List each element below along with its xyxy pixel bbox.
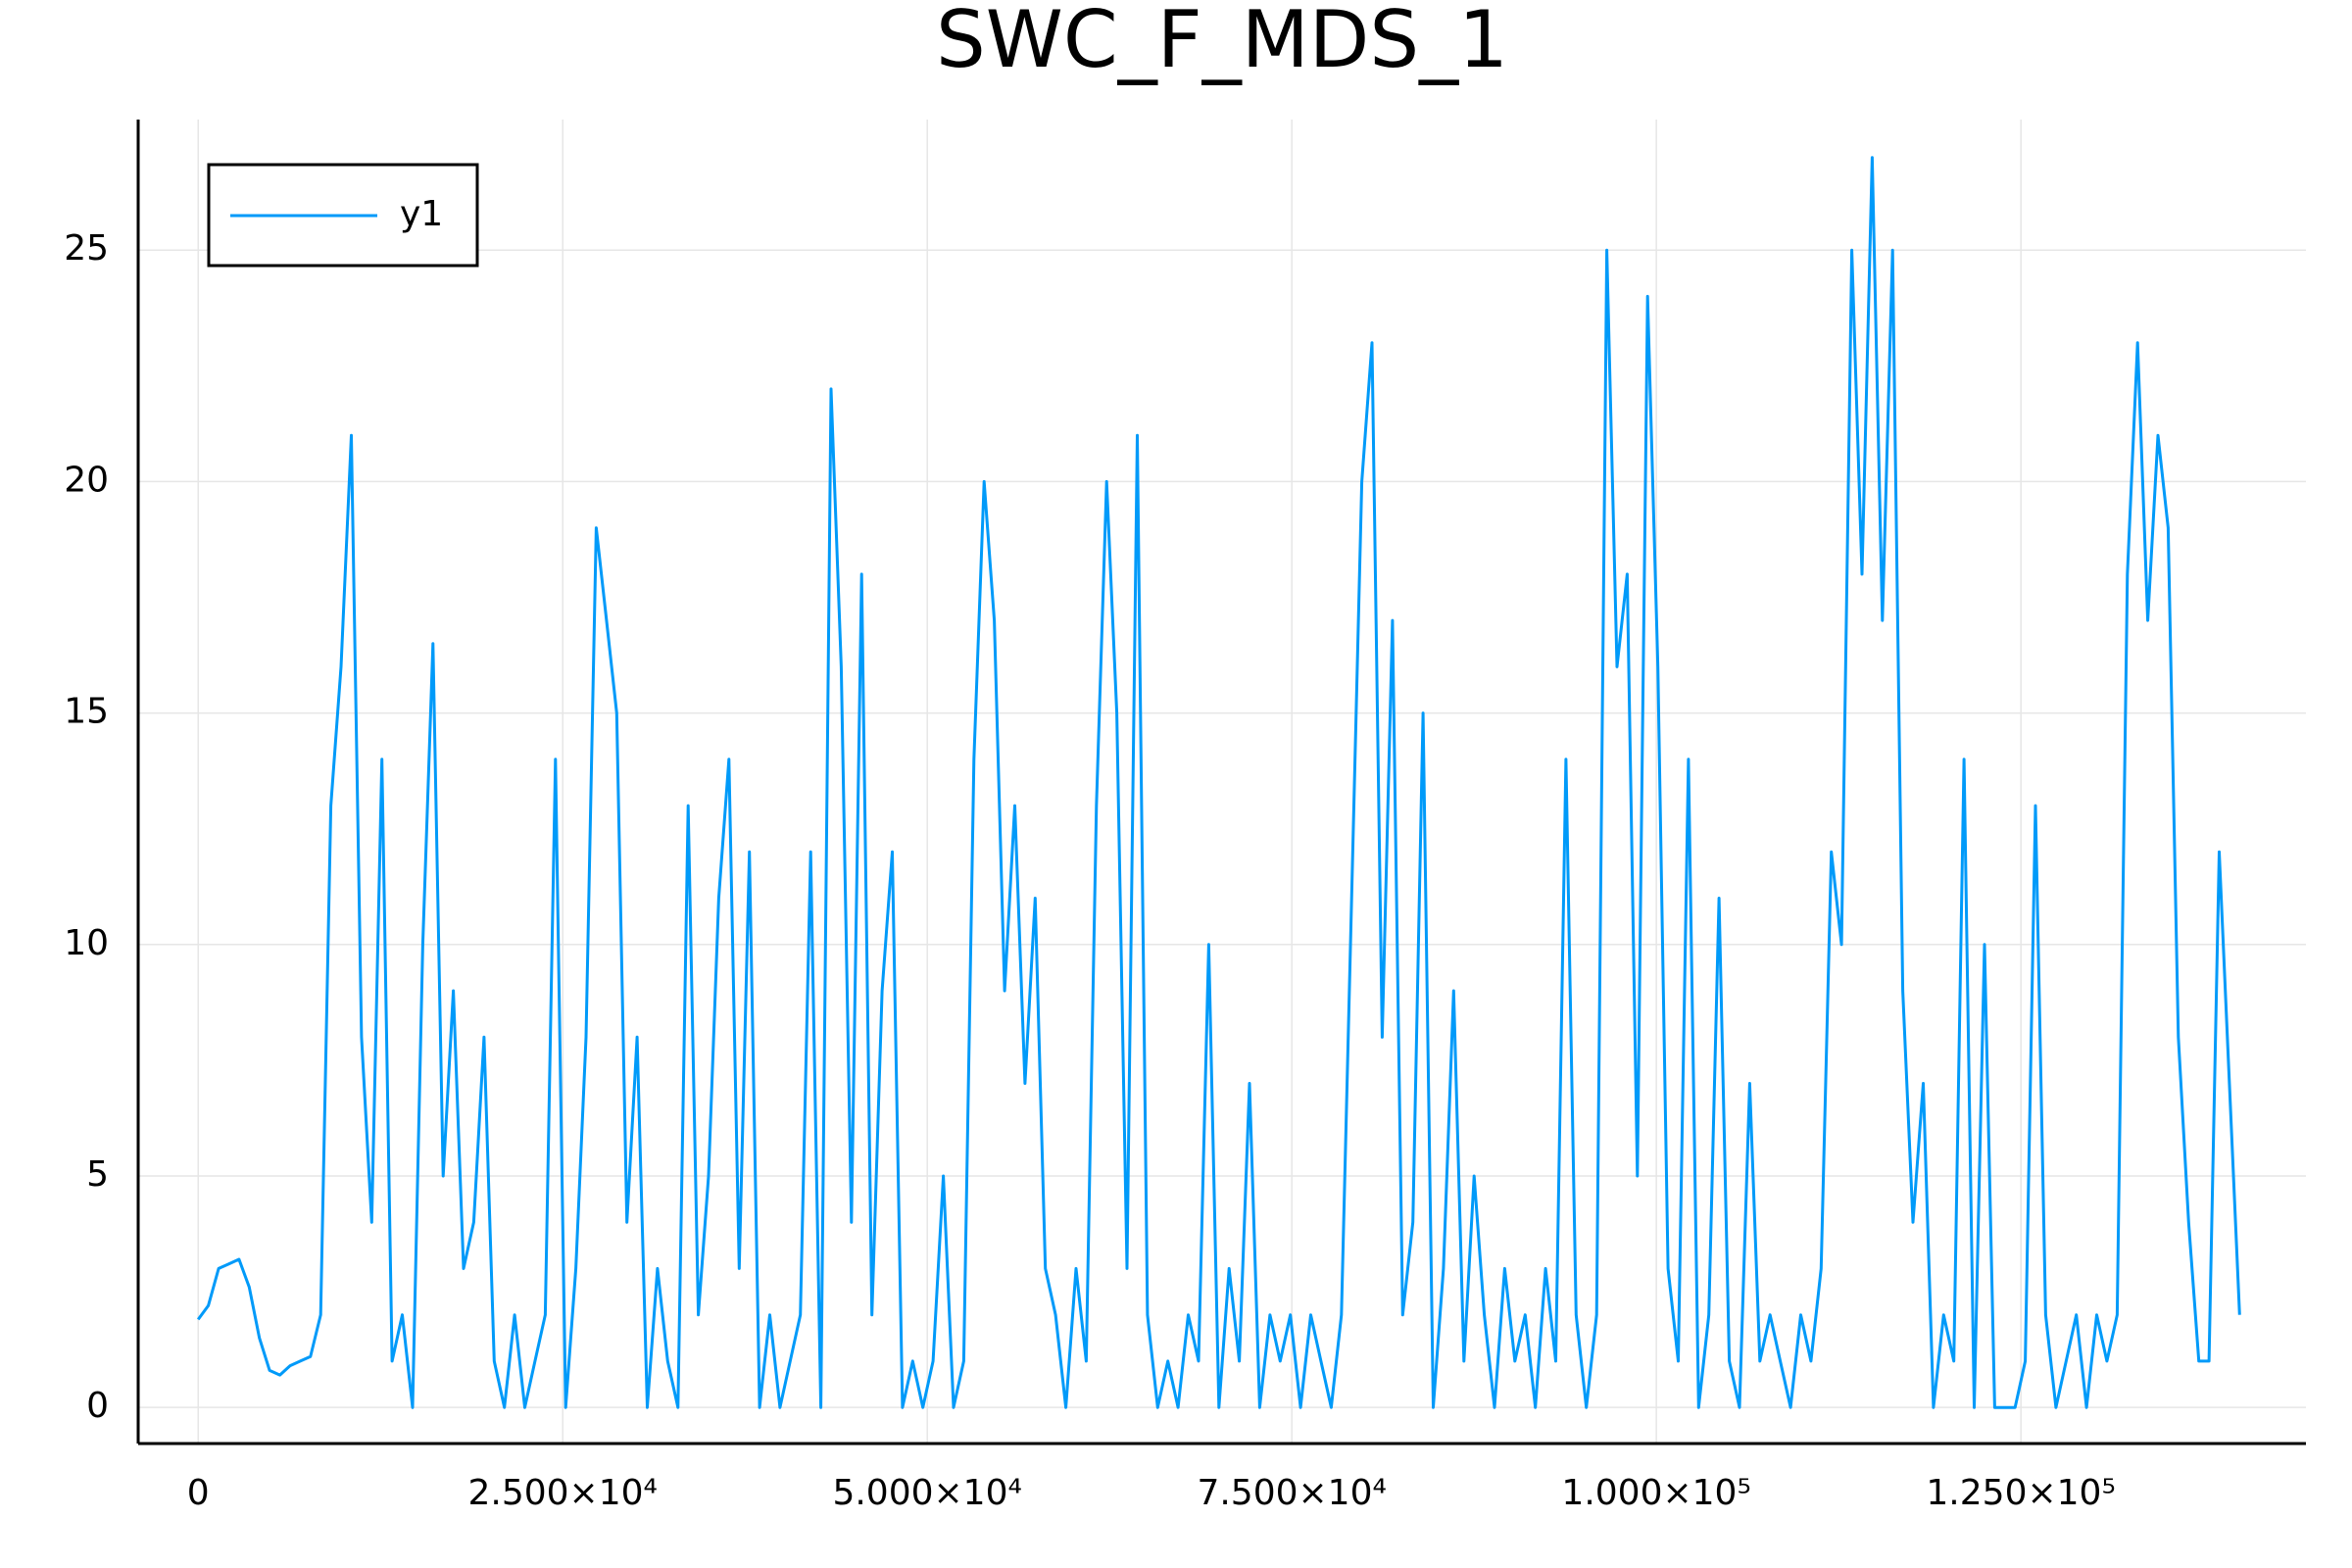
legend-label: y1 bbox=[400, 194, 443, 234]
y-tick-label: 25 bbox=[64, 228, 109, 269]
y-tick-label: 10 bbox=[64, 923, 109, 963]
x-tick-label: 0 bbox=[187, 1473, 210, 1513]
y-tick-label: 0 bbox=[86, 1386, 109, 1426]
x-tick-label: 1.250×10⁵ bbox=[1926, 1473, 2115, 1513]
x-tick-label: 5.000×10⁴ bbox=[832, 1473, 1021, 1513]
x-tick-label: 7.500×10⁴ bbox=[1197, 1473, 1386, 1513]
chart-title: SWC_F_MDS_1 bbox=[936, 0, 1508, 85]
x-tick-label: 2.500×10⁴ bbox=[467, 1473, 657, 1513]
y-tick-label: 5 bbox=[86, 1154, 109, 1195]
x-tick-label: 1.000×10⁵ bbox=[1561, 1473, 1750, 1513]
y-tick-label: 20 bbox=[64, 460, 109, 500]
data-line bbox=[196, 156, 2241, 1409]
y-tick-label: 15 bbox=[64, 692, 109, 732]
